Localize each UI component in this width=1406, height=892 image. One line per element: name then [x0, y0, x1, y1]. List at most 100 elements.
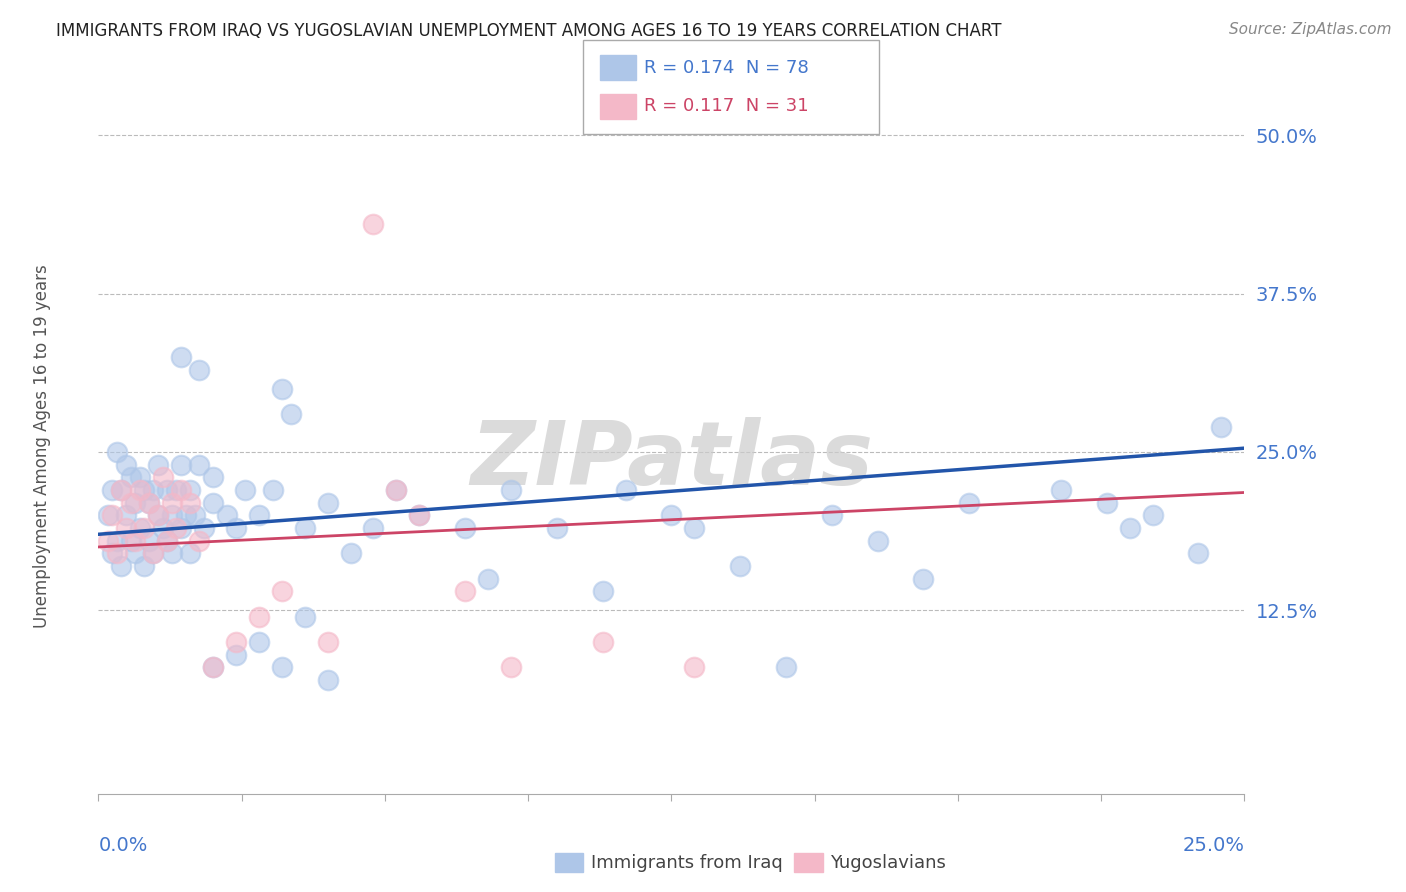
Point	[146, 508, 169, 523]
Point	[270, 382, 292, 396]
Point	[165, 483, 187, 497]
Point	[262, 483, 284, 497]
Point	[142, 546, 165, 560]
Point	[683, 521, 706, 535]
Point	[110, 483, 132, 497]
Point	[225, 648, 247, 662]
Point	[134, 483, 156, 497]
Point	[179, 495, 201, 509]
Point	[270, 660, 292, 674]
Point	[165, 521, 187, 535]
Point	[316, 673, 339, 687]
Point	[174, 508, 197, 523]
Point	[477, 572, 499, 586]
Point	[156, 533, 179, 548]
Point	[124, 533, 146, 548]
Point	[115, 521, 138, 535]
Point	[247, 609, 270, 624]
Point	[188, 362, 211, 376]
Point	[128, 470, 150, 484]
Point	[146, 508, 169, 523]
Point	[294, 609, 316, 624]
Point	[1211, 419, 1233, 434]
Text: R = 0.174  N = 78: R = 0.174 N = 78	[644, 59, 808, 77]
Point	[247, 635, 270, 649]
Point	[408, 508, 430, 523]
Point	[592, 635, 614, 649]
Point	[363, 521, 385, 535]
Point	[270, 584, 292, 599]
Point	[142, 546, 165, 560]
Point	[152, 521, 174, 535]
Text: Immigrants from Iraq: Immigrants from Iraq	[591, 854, 782, 871]
Point	[179, 546, 201, 560]
Point	[363, 217, 385, 231]
Point	[188, 458, 211, 472]
Point	[233, 483, 256, 497]
Point	[138, 495, 160, 509]
Text: Yugoslavians: Yugoslavians	[830, 854, 945, 871]
Point	[134, 521, 156, 535]
Point	[120, 533, 142, 548]
Point	[128, 521, 150, 535]
Point	[215, 508, 238, 523]
Point	[188, 533, 211, 548]
Point	[683, 660, 706, 674]
Text: Source: ZipAtlas.com: Source: ZipAtlas.com	[1229, 22, 1392, 37]
Point	[183, 508, 205, 523]
Point	[775, 660, 797, 674]
Text: IMMIGRANTS FROM IRAQ VS YUGOSLAVIAN UNEMPLOYMENT AMONG AGES 16 TO 19 YEARS CORRE: IMMIGRANTS FROM IRAQ VS YUGOSLAVIAN UNEM…	[56, 22, 1001, 40]
Point	[614, 483, 637, 497]
Point	[294, 521, 316, 535]
Point	[156, 533, 179, 548]
Point	[821, 508, 844, 523]
Point	[1050, 483, 1073, 497]
Point	[101, 483, 124, 497]
Point	[170, 521, 193, 535]
Point	[316, 495, 339, 509]
Point	[316, 635, 339, 649]
Point	[202, 660, 225, 674]
Point	[115, 458, 138, 472]
Point	[225, 635, 247, 649]
Point	[408, 508, 430, 523]
Point	[866, 533, 889, 548]
Point	[499, 483, 522, 497]
Point	[105, 546, 128, 560]
Point	[454, 584, 477, 599]
Point	[105, 533, 128, 548]
Text: 25.0%: 25.0%	[1182, 837, 1244, 855]
Text: Unemployment Among Ages 16 to 19 years: Unemployment Among Ages 16 to 19 years	[34, 264, 51, 628]
Point	[957, 495, 980, 509]
Text: ZIPatlas: ZIPatlas	[470, 417, 873, 504]
Point	[138, 533, 160, 548]
Point	[120, 495, 142, 509]
Point	[193, 521, 215, 535]
Point	[1119, 521, 1142, 535]
Point	[105, 445, 128, 459]
Point	[156, 483, 179, 497]
Point	[179, 483, 201, 497]
Point	[280, 407, 302, 421]
Point	[97, 533, 120, 548]
Point	[120, 470, 142, 484]
Point	[385, 483, 408, 497]
Point	[152, 470, 174, 484]
Point	[339, 546, 361, 560]
Point	[225, 521, 247, 535]
Point	[202, 660, 225, 674]
Point	[124, 495, 146, 509]
Point	[110, 558, 132, 573]
Point	[912, 572, 935, 586]
Point	[1187, 546, 1209, 560]
Point	[160, 495, 183, 509]
Text: R = 0.117  N = 31: R = 0.117 N = 31	[644, 97, 808, 115]
Point	[454, 521, 477, 535]
Point	[101, 546, 124, 560]
Point	[499, 660, 522, 674]
Point	[202, 470, 225, 484]
Point	[385, 483, 408, 497]
Point	[160, 546, 183, 560]
Point	[134, 558, 156, 573]
Point	[728, 558, 751, 573]
